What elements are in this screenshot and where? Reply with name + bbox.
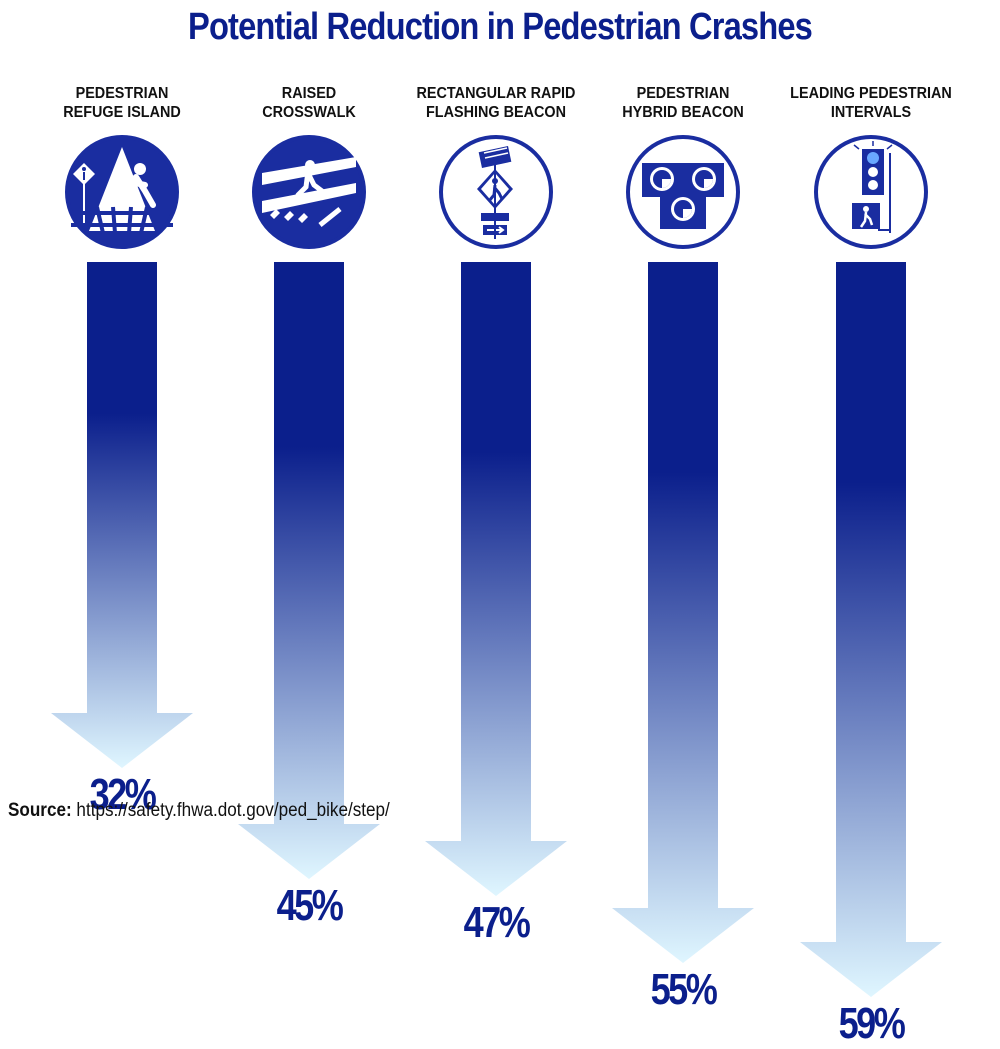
chart-column: RAISED CROSSWALK 45% (214, 0, 404, 930)
value-label: 32% (89, 770, 157, 819)
value-label: 45% (276, 881, 344, 930)
category-label-line: FLASHING BEACON (425, 104, 567, 121)
value-arrow (425, 262, 567, 896)
source-url[interactable]: https://safety.fhwa.dot.gov/ped_bike/ste… (76, 800, 390, 821)
arrow-shape (612, 262, 754, 963)
category-label-line: PEDESTRIAN (636, 85, 730, 102)
arrow-shape (425, 262, 567, 896)
category-label: RAISED CROSSWALK (224, 84, 395, 122)
hybrid-beacon-icon (626, 135, 740, 249)
rapid-flashing-beacon-icon (439, 135, 553, 249)
category-label-line: PEDESTRIAN (75, 85, 169, 102)
source-label: Source: (8, 800, 72, 821)
category-label-line: HYBRID BEACON (622, 104, 744, 121)
refuge-island-icon (65, 135, 179, 249)
category-label: PEDESTRIAN REFUGE ISLAND (37, 84, 208, 122)
value-arrow (238, 262, 380, 879)
chart-column: LEADING PEDESTRIAN INTERVALS 59% (776, 0, 966, 1048)
raised-crosswalk-icon (252, 135, 366, 249)
arrow-shape (238, 262, 380, 879)
value-arrow (51, 262, 193, 768)
arrow-shape (800, 262, 942, 997)
category-label-line: INTERVALS (830, 104, 912, 121)
leading-interval-signal-icon (814, 135, 928, 249)
arrow-shape (51, 262, 193, 768)
category-label: PEDESTRIAN HYBRID BEACON (598, 84, 769, 122)
chart-column: PEDESTRIAN REFUGE ISLAND 32% (27, 0, 217, 847)
value-arrow (612, 262, 754, 963)
category-label-line: LEADING PEDESTRIAN (790, 85, 952, 102)
category-label-line: REFUGE ISLAND (63, 104, 181, 121)
value-label: 47% (463, 898, 531, 947)
chart-column: PEDESTRIAN HYBRID BEACON 55% (588, 0, 778, 1014)
value-arrow (800, 262, 942, 997)
value-label: 55% (650, 965, 718, 1014)
source-note: Source: https://safety.fhwa.dot.gov/ped_… (8, 800, 390, 822)
category-label-line: RECTANGULAR RAPID (416, 85, 576, 102)
category-label-line: CROSSWALK (262, 104, 356, 121)
value-label: 59% (838, 999, 906, 1048)
chart-title: Potential Reduction in Pedestrian Crashe… (188, 6, 813, 48)
chart-column: RECTANGULAR RAPID FLASHING BEACON 47% (401, 0, 591, 947)
category-label: RECTANGULAR RAPID FLASHING BEACON (411, 84, 582, 122)
category-label: LEADING PEDESTRIAN INTERVALS (786, 84, 957, 122)
category-label-line: RAISED (281, 85, 337, 102)
